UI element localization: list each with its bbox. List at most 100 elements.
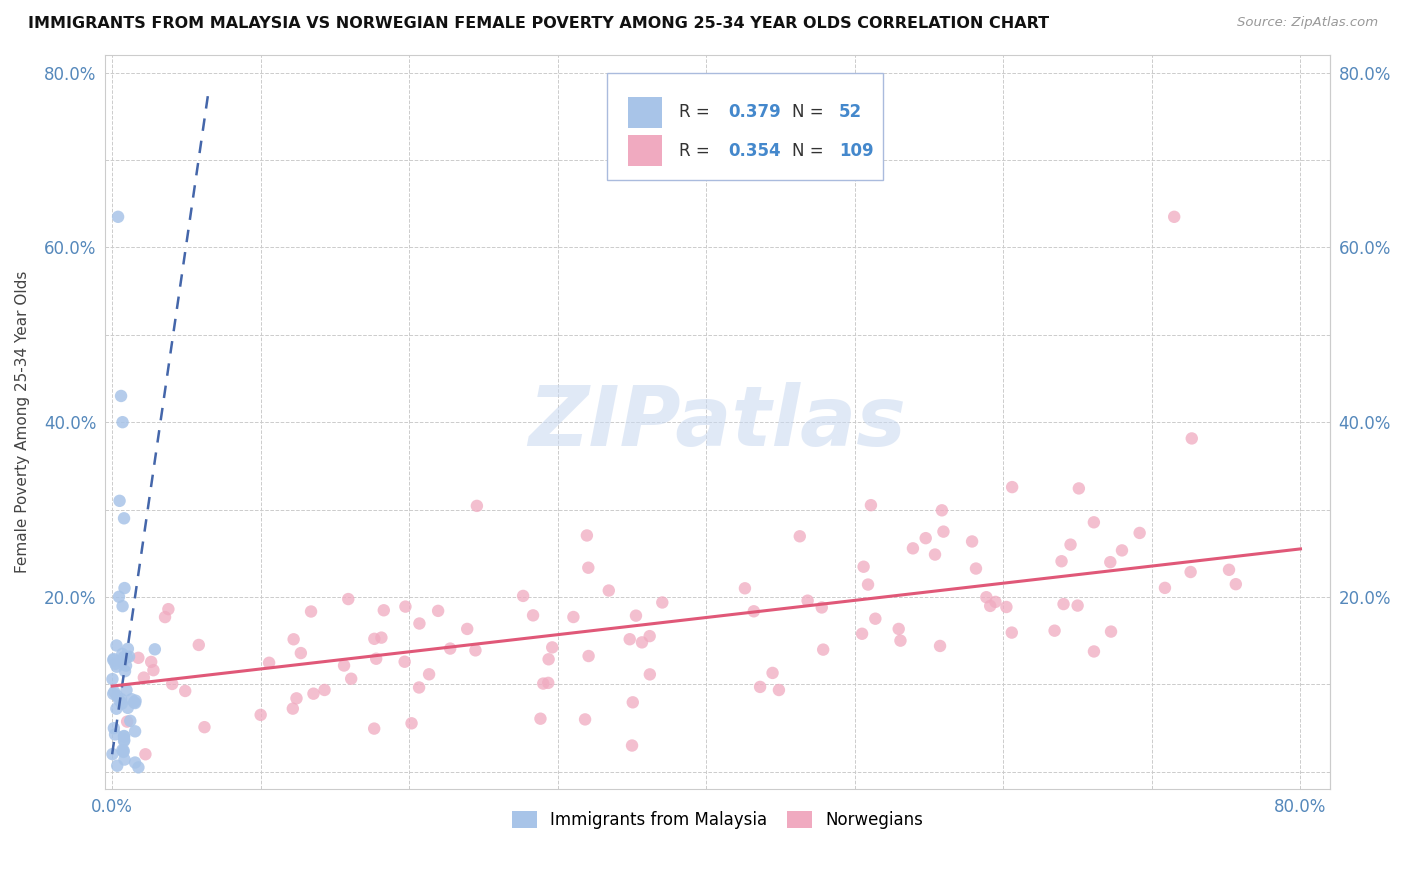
Point xyxy=(143,642,166,657)
Point xyxy=(734,582,756,596)
Point xyxy=(373,603,395,617)
Point xyxy=(108,493,131,508)
Point xyxy=(103,687,125,701)
Point xyxy=(865,612,887,626)
Point xyxy=(141,655,163,669)
Point xyxy=(337,592,360,607)
Point xyxy=(157,602,180,616)
Point xyxy=(789,529,811,543)
Point xyxy=(111,697,134,711)
Point xyxy=(1050,554,1073,568)
Point xyxy=(1066,599,1088,613)
Point xyxy=(965,561,987,575)
Point xyxy=(631,635,654,649)
Point xyxy=(1154,581,1177,595)
FancyBboxPatch shape xyxy=(607,73,883,180)
Point xyxy=(418,667,440,681)
Text: N =: N = xyxy=(792,103,830,121)
Point xyxy=(114,664,136,678)
Point xyxy=(127,650,149,665)
FancyBboxPatch shape xyxy=(628,136,662,166)
Point xyxy=(1163,210,1185,224)
Point xyxy=(105,702,128,716)
Point xyxy=(302,687,325,701)
Text: R =: R = xyxy=(679,142,716,160)
Point xyxy=(112,730,135,744)
Point xyxy=(112,650,135,665)
Point xyxy=(1099,624,1122,639)
Point xyxy=(456,622,478,636)
Point xyxy=(122,695,145,709)
Point xyxy=(932,524,955,539)
FancyBboxPatch shape xyxy=(628,97,662,128)
Point xyxy=(103,721,125,735)
Point xyxy=(174,684,197,698)
Point xyxy=(1099,555,1122,569)
Point xyxy=(153,610,176,624)
Point xyxy=(1180,565,1202,579)
Point xyxy=(439,641,461,656)
Point xyxy=(984,595,1007,609)
Text: IMMIGRANTS FROM MALAYSIA VS NORWEGIAN FEMALE POVERTY AMONG 25-34 YEAR OLDS CORRE: IMMIGRANTS FROM MALAYSIA VS NORWEGIAN FE… xyxy=(28,16,1049,31)
Point xyxy=(464,643,486,657)
Point xyxy=(576,560,599,574)
Point xyxy=(105,758,128,772)
Point xyxy=(887,622,910,636)
Point xyxy=(112,511,135,525)
Point xyxy=(929,639,952,653)
Point xyxy=(111,599,134,614)
Point xyxy=(160,677,183,691)
Text: Source: ZipAtlas.com: Source: ZipAtlas.com xyxy=(1237,16,1378,29)
Point xyxy=(995,599,1018,614)
Point xyxy=(103,652,125,666)
Text: ZIPatlas: ZIPatlas xyxy=(529,382,907,463)
Point xyxy=(299,605,322,619)
Point xyxy=(1083,516,1105,530)
Point xyxy=(427,604,450,618)
Point xyxy=(749,680,772,694)
Point xyxy=(810,600,832,615)
Point xyxy=(979,599,1001,613)
Point xyxy=(851,626,873,640)
Point xyxy=(101,747,124,761)
Point xyxy=(314,683,336,698)
Point xyxy=(394,599,416,614)
Point xyxy=(624,608,647,623)
Point xyxy=(124,694,146,708)
Point xyxy=(132,671,155,685)
Point xyxy=(104,657,127,671)
Point xyxy=(118,649,141,664)
Point xyxy=(465,499,488,513)
Point xyxy=(112,734,135,748)
Text: N =: N = xyxy=(792,142,830,160)
Text: 52: 52 xyxy=(839,103,862,121)
Point xyxy=(742,604,765,618)
Point xyxy=(512,589,534,603)
Point xyxy=(370,631,392,645)
Point xyxy=(537,676,560,690)
Point xyxy=(651,595,673,609)
Point xyxy=(103,653,125,667)
Point xyxy=(619,632,641,647)
Point xyxy=(562,610,585,624)
Point xyxy=(768,683,790,698)
Point xyxy=(104,727,127,741)
Point xyxy=(394,655,416,669)
Point xyxy=(1181,432,1204,446)
Point xyxy=(408,681,430,695)
Point xyxy=(901,541,924,556)
Point xyxy=(621,739,644,753)
Point xyxy=(366,651,388,665)
Text: R =: R = xyxy=(679,103,716,121)
Point xyxy=(110,692,132,706)
Point xyxy=(257,656,280,670)
Point xyxy=(112,743,135,757)
Point xyxy=(115,714,138,729)
Point xyxy=(124,756,146,770)
Point xyxy=(283,632,305,647)
Point xyxy=(290,646,312,660)
Point xyxy=(112,745,135,759)
Point xyxy=(333,658,356,673)
Point xyxy=(117,701,139,715)
Point xyxy=(134,747,156,762)
